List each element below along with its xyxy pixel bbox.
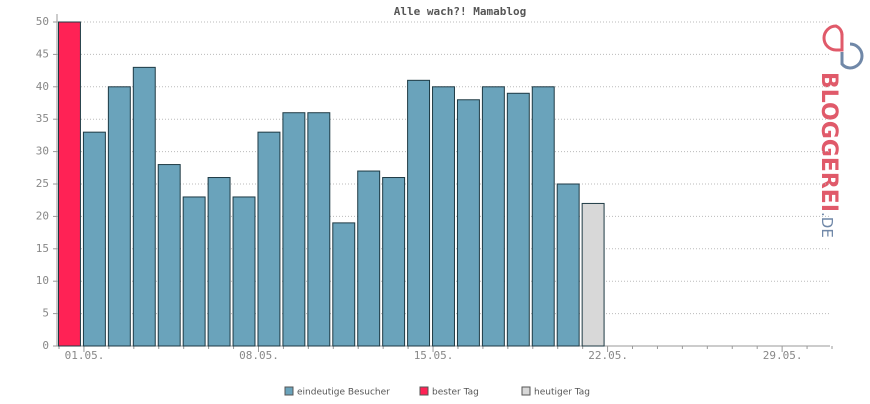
legend-swatch xyxy=(419,386,429,396)
bar xyxy=(232,196,256,347)
logo-icon xyxy=(822,24,844,52)
logo-text: BLOGGEREI.DE xyxy=(816,72,841,238)
bar xyxy=(432,86,455,347)
bar xyxy=(257,131,281,347)
y-tick-label: 30 xyxy=(36,145,49,158)
x-tick-label: 15.05. xyxy=(414,349,454,362)
logo-icon xyxy=(840,42,864,70)
bar xyxy=(357,170,381,347)
bar xyxy=(282,112,306,347)
y-tick-label: 0 xyxy=(42,339,49,352)
legend-label: heutiger Tag xyxy=(534,388,590,398)
bar xyxy=(556,183,580,347)
bar xyxy=(332,222,356,347)
y-tick-label: 45 xyxy=(36,47,49,60)
y-tick-label: 5 xyxy=(42,307,49,320)
legend-label: bester Tag xyxy=(432,388,479,398)
y-tick-label: 20 xyxy=(36,209,49,222)
bar xyxy=(407,79,431,347)
y-tick-label: 35 xyxy=(36,112,49,125)
bar xyxy=(107,86,131,347)
bar xyxy=(481,86,505,347)
logo: BLOGGEREI.DE xyxy=(816,24,864,238)
bar xyxy=(307,112,331,347)
x-tick-label: 29.05. xyxy=(763,349,803,362)
bar xyxy=(506,92,530,347)
bar xyxy=(157,164,181,347)
bar xyxy=(382,177,406,347)
y-tick-label: 50 xyxy=(36,15,49,28)
bar xyxy=(207,177,231,347)
logo-text: BLOGGEREI xyxy=(816,72,841,212)
bar xyxy=(82,131,106,347)
x-tick-label: 22.05. xyxy=(588,349,628,362)
bar xyxy=(132,66,156,347)
chart-title: Alle wach?! Mamablog xyxy=(394,5,526,18)
legend-swatch xyxy=(284,386,294,396)
bar xyxy=(182,196,206,347)
legend-label: eindeutige Besucher xyxy=(297,388,390,398)
bar xyxy=(581,202,605,347)
bar xyxy=(57,21,81,347)
logo-suffix: .DE xyxy=(818,212,836,238)
bar xyxy=(456,99,480,347)
x-tick-label: 01.05. xyxy=(65,349,105,362)
y-tick-label: 25 xyxy=(36,177,49,190)
x-tick-label: 08.05. xyxy=(239,349,279,362)
legend-swatch xyxy=(521,386,531,396)
y-tick-label: 15 xyxy=(36,242,49,255)
bar xyxy=(531,86,555,347)
y-tick-label: 40 xyxy=(36,80,49,93)
y-tick-label: 10 xyxy=(36,274,49,287)
